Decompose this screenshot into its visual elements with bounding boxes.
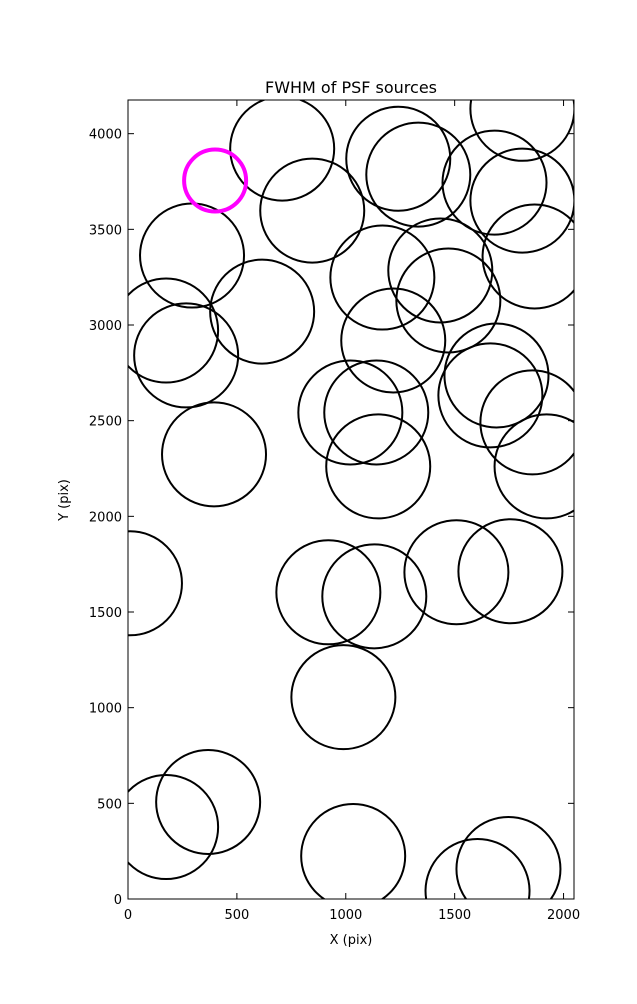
source-circle (128, 530, 183, 637)
plot-area (128, 100, 574, 899)
axes-frame (127, 99, 575, 900)
source-circle (325, 413, 432, 520)
y-tick-label: 3000 (89, 319, 122, 334)
source-circle (133, 302, 240, 409)
x-axis-label: X (pix) (330, 933, 373, 948)
y-tick-label: 500 (97, 797, 122, 812)
source-circle (493, 413, 574, 520)
source-circle (469, 147, 574, 254)
y-tick-label: 2000 (89, 510, 122, 525)
source-circle (182, 147, 249, 214)
source-circle (139, 202, 246, 309)
source-circle (469, 100, 574, 162)
y-tick-label: 4000 (89, 128, 122, 143)
source-circle (455, 815, 562, 899)
y-tick-label: 1000 (89, 702, 122, 717)
source-circle (441, 129, 548, 236)
y-tick-label: 2500 (89, 415, 122, 430)
y-tick-label: 1500 (89, 606, 122, 621)
x-tick-label: 0 (124, 908, 132, 923)
source-circle (457, 518, 564, 625)
x-tick-label: 1000 (329, 908, 362, 923)
source-circle (297, 359, 404, 466)
source-circle (323, 359, 430, 466)
y-axis-label: Y (pix) (57, 479, 72, 522)
source-circle (443, 322, 550, 429)
source-circle (479, 369, 574, 476)
source-circle (365, 121, 472, 228)
y-tick-label: 0 (114, 893, 122, 908)
source-circle (329, 224, 436, 331)
source-circle (161, 401, 268, 508)
source-circle (481, 203, 574, 310)
y-tick-label: 3500 (89, 223, 122, 238)
source-circle (437, 342, 544, 449)
source-circle (290, 644, 397, 751)
source-circle (340, 287, 447, 394)
source-circle (395, 247, 502, 354)
source-circle (155, 748, 262, 855)
x-tick-label: 1500 (438, 908, 471, 923)
source-circle (300, 802, 407, 899)
source-circle (128, 277, 220, 384)
source-circle (403, 519, 510, 626)
x-tick-label: 2000 (547, 908, 580, 923)
x-tick-label: 500 (224, 908, 249, 923)
source-circle (321, 543, 428, 650)
source-circle (259, 157, 366, 264)
source-circle (424, 837, 531, 899)
source-circle (275, 539, 382, 646)
source-circle (229, 100, 336, 202)
source-circle (387, 217, 494, 324)
source-circle (345, 105, 452, 212)
chart-title: FWHM of PSF sources (265, 78, 437, 97)
source-circle (128, 774, 220, 881)
source-circle (209, 258, 316, 365)
